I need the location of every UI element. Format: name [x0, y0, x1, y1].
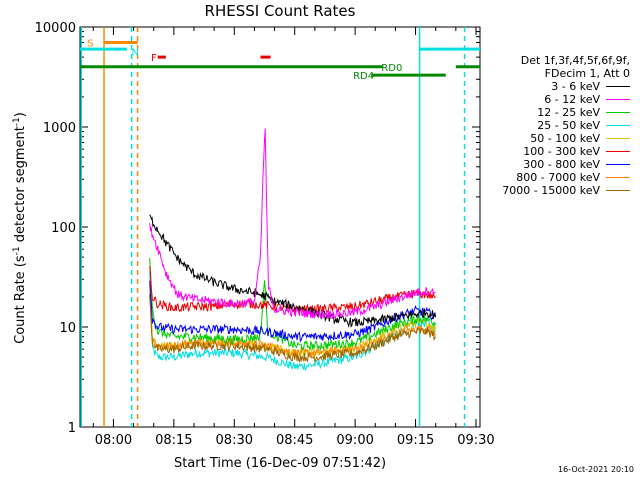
legend-entry: 12 - 25 keV	[478, 106, 636, 119]
chart-title: RHESSI Count Rates	[205, 2, 356, 20]
x-tick-label: 08:45	[276, 433, 313, 448]
legend-entry-label: 7000 - 15000 keV	[502, 184, 600, 197]
legend-swatch	[606, 190, 630, 191]
series-line	[149, 257, 437, 352]
legend-entry: 3 - 6 keV	[478, 80, 636, 93]
y-axis-label: Count Rate (s-1 detector segment-1)	[12, 112, 28, 344]
legend-entry: 50 - 100 keV	[478, 132, 636, 145]
flag-bars	[80, 40, 480, 77]
series-line	[149, 265, 437, 315]
y-axis: 1 10 100 1000 10000	[35, 21, 480, 436]
y-tick-label: 100	[51, 221, 76, 236]
legend-swatch	[606, 112, 630, 113]
flag-annotation-label: F	[151, 53, 157, 64]
series-line	[149, 214, 436, 328]
x-tick-label: 08:15	[155, 433, 192, 448]
flag-annotations: S N F RD0 RD4	[87, 38, 402, 82]
legend-entry-label: 100 - 300 keV	[523, 145, 600, 158]
legend-swatch	[606, 138, 630, 139]
flag-annotation-label: S	[87, 38, 93, 49]
datestamp: 16-Oct-2021 20:10	[558, 465, 634, 474]
legend-header-line: Det 1f,3f,4f,5f,6f,9f,	[520, 54, 630, 67]
legend-entry-label: 300 - 800 keV	[523, 158, 600, 171]
legend-entry: 25 - 50 keV	[478, 119, 636, 132]
legend-entry: 6 - 12 keV	[478, 93, 636, 106]
legend-swatch	[606, 177, 630, 178]
series-line	[149, 271, 436, 372]
x-tick-label: 09:15	[397, 433, 434, 448]
legend-entry: 300 - 800 keV	[478, 158, 636, 171]
x-tick-label: 08:00	[95, 433, 132, 448]
legend-swatch	[606, 125, 630, 126]
legend-header-line: FDecim 1, Att 0	[544, 67, 630, 80]
x-tick-label: 09:00	[336, 433, 373, 448]
vertical-markers	[80, 27, 466, 427]
legend-swatch	[606, 164, 630, 165]
x-axis: 08:00 08:15 08:30 08:45 09:00 09:15 09:30	[92, 27, 495, 448]
y-tick-label: 10000	[35, 21, 76, 36]
series-lines	[149, 128, 437, 372]
legend-swatch	[606, 86, 630, 87]
flag-annotation-label: RD4	[353, 71, 374, 82]
x-tick-label: 09:30	[457, 433, 494, 448]
legend-entry: 100 - 300 keV	[478, 145, 636, 158]
series-line	[149, 128, 436, 320]
y-tick-label: 10	[59, 321, 76, 336]
legend-entry-label: 12 - 25 keV	[537, 106, 600, 119]
legend-entry-label: 800 - 7000 keV	[516, 171, 600, 184]
legend-entry: 7000 - 15000 keV	[478, 184, 636, 197]
legend-entry-label: 50 - 100 keV	[530, 132, 600, 145]
legend: Det 1f,3f,4f,5f,6f,9f, FDecim 1, Att 0 3…	[478, 54, 636, 197]
flag-annotation-label: N	[132, 47, 139, 58]
legend-entry-label: 25 - 50 keV	[537, 119, 600, 132]
y-tick-label: 1	[68, 421, 76, 436]
legend-swatch	[606, 151, 630, 152]
x-axis-label: Start Time (16-Dec-09 07:51:42)	[174, 456, 386, 471]
y-tick-label: 1000	[43, 121, 76, 136]
x-tick-label: 08:30	[216, 433, 253, 448]
legend-entry-label: 3 - 6 keV	[551, 80, 600, 93]
legend-entry: 800 - 7000 keV	[478, 171, 636, 184]
series-line	[149, 280, 437, 343]
flag-annotation-label: RD0	[381, 63, 402, 74]
legend-swatch	[606, 99, 630, 100]
series-line	[149, 294, 437, 364]
legend-entry-label: 6 - 12 keV	[544, 93, 600, 106]
